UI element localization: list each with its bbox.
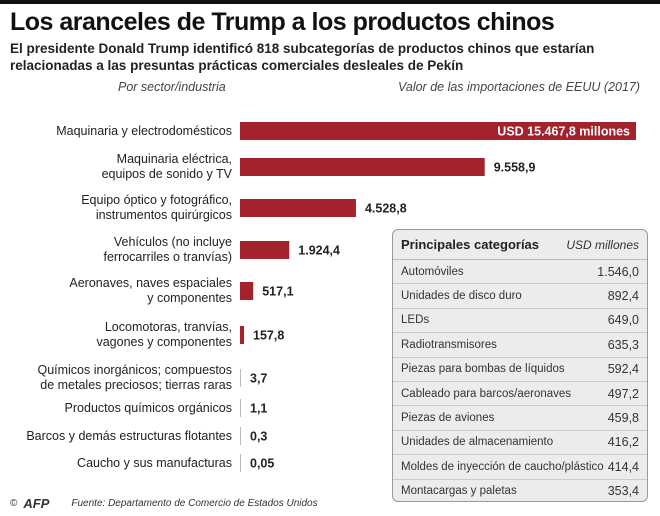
row-label: Montacargas y paletas: [401, 485, 517, 498]
copyright: ©: [10, 498, 18, 509]
data-label: 517,1: [262, 285, 293, 299]
table-unit: USD millones: [566, 237, 639, 252]
page-title: Los aranceles de Trump a los productos c…: [10, 8, 555, 36]
row-label: Automóviles: [401, 265, 464, 278]
category-label: Equipo óptico y fotográfico, instrumento…: [81, 193, 232, 222]
category-label: Locomotoras, tranvías, vagones y compone…: [96, 320, 232, 349]
row-value: 459,8: [607, 411, 639, 426]
row-value: 414,4: [607, 459, 639, 474]
data-label: 0,05: [250, 457, 274, 471]
table-row: Piezas para bombas de líquidos 592,4: [393, 358, 647, 382]
table-row: LEDs 649,0: [393, 309, 647, 334]
row-label: Unidades de almacenamiento: [401, 436, 554, 449]
row-label: Unidades de disco duro: [401, 290, 522, 303]
row-value: 635,3: [607, 337, 639, 352]
bar: [240, 282, 254, 300]
category-label: Maquinaria y electrodomésticos: [56, 123, 232, 138]
data-label: 3,7: [250, 372, 267, 386]
bar: [240, 369, 241, 387]
row-value: 416,2: [607, 435, 639, 450]
table-row: Radiotransmisores 635,3: [393, 333, 647, 358]
row-label: Moldes de inyección de caucho/plástico: [401, 460, 604, 473]
data-label: 1,1: [250, 402, 267, 416]
bar: [240, 158, 485, 176]
row-value: 353,4: [607, 484, 639, 499]
subtitle: El presidente Donald Trump identificó 81…: [10, 41, 595, 73]
category-label: Maquinaria eléctrica, equipos de sonido …: [101, 152, 232, 181]
data-label: 4.528,8: [365, 202, 407, 216]
row-value: 1.546,0: [597, 264, 639, 279]
data-label: 157,8: [253, 329, 284, 343]
row-label: Piezas de aviones: [401, 412, 495, 425]
category-label: Barcos y demás estructuras flotantes: [26, 428, 232, 443]
bar: [240, 399, 241, 417]
table-row: Unidades de disco duro 892,4: [393, 284, 647, 309]
bar: [240, 241, 290, 259]
row-value: 649,0: [607, 313, 639, 328]
table-header: Principales categorías USD millones: [393, 230, 647, 260]
category-label: Aeronaves, naves espaciales y componente…: [69, 276, 232, 305]
row-label: Piezas para bombas de líquidos: [401, 363, 565, 376]
footer: © AFP Fuente: Departamento de Comercio d…: [10, 496, 318, 511]
category-label: Caucho y sus manufacturas: [77, 455, 232, 470]
row-label: Cableado para barcos/aeronaves: [401, 387, 572, 400]
row-label: LEDs: [401, 314, 430, 327]
bar: [240, 427, 241, 445]
category-header: Por sector/industria: [118, 80, 226, 94]
afp-logo: AFP: [23, 496, 50, 511]
top-categories-table: Principales categorías USD millones Auto…: [392, 229, 648, 502]
bar: [240, 199, 356, 217]
data-label: USD 15.467,8 millones: [497, 125, 630, 139]
row-value: 892,4: [607, 289, 639, 304]
category-label: Productos químicos orgánicos: [64, 400, 232, 415]
value-header: Valor de las importaciones de EEUU (2017…: [398, 80, 641, 94]
data-label: 1.924,4: [298, 244, 340, 258]
table-row: Moldes de inyección de caucho/plástico 41…: [393, 455, 647, 480]
table-row: Automóviles 1.546,0: [393, 260, 647, 285]
table-title: Principales categorías: [401, 237, 540, 252]
category-label: Vehículos (no incluye ferrocarriles o tr…: [103, 235, 232, 264]
table-row: Montacargas y paletas 353,4: [393, 480, 647, 501]
data-label: 0,3: [250, 430, 267, 444]
row-label: Radiotransmisores: [401, 338, 497, 351]
source: Fuente: Departamento de Comercio de Esta…: [71, 498, 318, 509]
top-bar: [0, 0, 660, 4]
table-row: Unidades de almacenamiento 416,2: [393, 431, 647, 456]
category-label: Químicos inorgánicos; compuestos de meta…: [37, 363, 232, 392]
row-value: 497,2: [607, 386, 639, 401]
table-row: Piezas de aviones 459,8: [393, 406, 647, 431]
table-row: Cableado para barcos/aeronaves 497,2: [393, 382, 647, 407]
bar: [240, 326, 245, 344]
row-value: 592,4: [607, 362, 639, 377]
bar: [240, 122, 636, 140]
bar: [240, 454, 241, 472]
data-label: 9.558,9: [494, 161, 536, 175]
